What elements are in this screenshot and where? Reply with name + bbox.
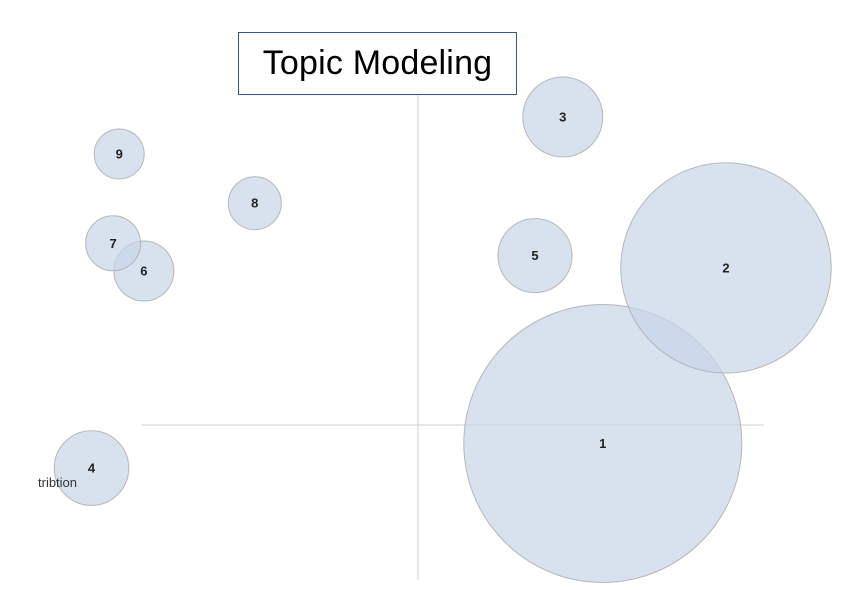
topic-label-6: 6 (140, 264, 147, 279)
topic-bubble-2[interactable] (620, 162, 832, 374)
topic-bubble-7[interactable] (85, 215, 142, 272)
topic-labels: 1 2 3 4 5 6 7 8 9 (88, 110, 730, 476)
topic-label-7: 7 (109, 236, 116, 251)
topic-bubbles (53, 76, 832, 583)
topic-bubble-3[interactable] (522, 76, 604, 158)
topic-bubble-4[interactable] (53, 430, 130, 506)
topic-label-1: 1 (599, 436, 606, 451)
x-axis-label: tribtion (38, 475, 77, 490)
topic-label-3: 3 (559, 110, 566, 125)
topic-label-9: 9 (116, 147, 123, 162)
topic-bubble-8[interactable] (227, 176, 282, 231)
topic-bubble-9[interactable] (93, 128, 145, 180)
page-title: Topic Modeling (262, 44, 493, 82)
topic-bubble-5[interactable] (497, 218, 573, 294)
topic-label-2: 2 (722, 260, 729, 275)
topic-label-8: 8 (251, 196, 258, 211)
title-box: Topic Modeling (238, 32, 517, 95)
topic-label-5: 5 (531, 248, 538, 263)
topic-label-4: 4 (88, 461, 96, 476)
topic-bubble-1[interactable] (463, 304, 743, 583)
